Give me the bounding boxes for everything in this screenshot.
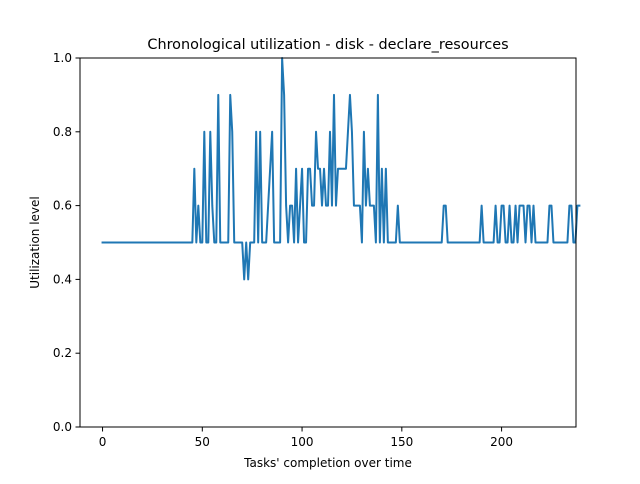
y-axis-label: Utilization level (28, 196, 42, 288)
y-tick-label: 0.4 (53, 272, 72, 286)
series-line (101, 57, 581, 281)
chart-title: Chronological utilization - disk - decla… (147, 37, 508, 53)
x-tick-label: 0 (99, 435, 107, 449)
x-tick-label: 50 (195, 435, 210, 449)
x-tick-label: 100 (291, 435, 314, 449)
x-axis: 0 50 100 150 200 (99, 427, 513, 449)
plot-frame (79, 57, 577, 428)
y-tick-label: 1.0 (53, 51, 72, 65)
y-axis: 0.0 0.2 0.4 0.6 0.8 1.0 (53, 51, 80, 434)
y-tick-label: 0.2 (53, 346, 72, 360)
y-tick-label: 0.8 (53, 125, 72, 139)
x-tick-label: 200 (490, 435, 513, 449)
x-tick-label: 150 (390, 435, 413, 449)
y-tick-label: 0.6 (53, 199, 72, 213)
x-axis-label: Tasks' completion over time (243, 456, 412, 470)
y-tick-label: 0.0 (53, 420, 72, 434)
